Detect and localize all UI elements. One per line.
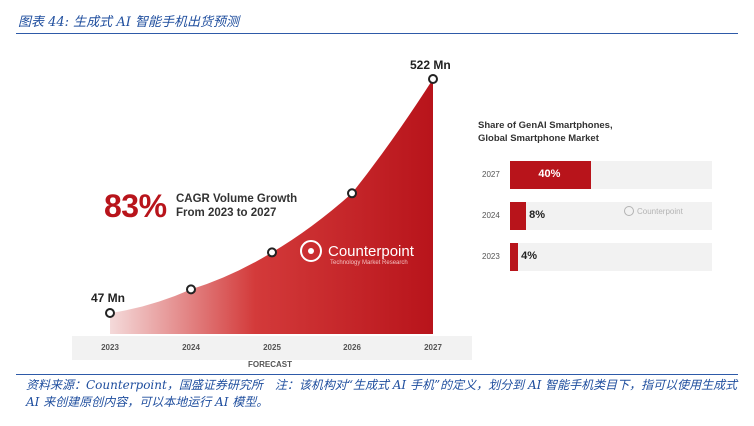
forecast-area — [110, 79, 433, 334]
counterpoint-watermark: Counterpoint — [300, 240, 414, 262]
x-axis-label: FORECAST — [248, 360, 292, 369]
x-axis-band — [72, 336, 472, 360]
counterpoint-small-watermark: Counterpoint — [624, 206, 683, 216]
figure-title: 图表 44: 生成式 AI 智能手机出货预测 — [18, 15, 239, 30]
top-rule — [16, 33, 738, 34]
cagr-line-1: CAGR Volume Growth — [176, 193, 298, 205]
share-value-2024: 8% — [529, 209, 546, 221]
share-row-bg-2024 — [510, 202, 712, 230]
counterpoint-name: Counterpoint — [328, 242, 414, 260]
data-point-2024 — [186, 284, 196, 295]
share-bar-2024 — [510, 202, 527, 230]
data-point-2023 — [105, 308, 115, 318]
source-note: 资料来源：Counterpoint，国盛证券研究所 注：该机构对“生成式 AI … — [26, 378, 738, 409]
x-tick-2024: 2024 — [182, 343, 200, 352]
cagr-value: 83% — [104, 188, 167, 224]
share-title-line-2: Global Smartphone Market — [478, 133, 599, 144]
data-point-2025 — [267, 247, 277, 258]
counterpoint-small-logo-icon — [624, 206, 634, 216]
counterpoint-logo-icon — [300, 240, 322, 262]
x-tick-2026: 2026 — [343, 343, 361, 352]
end-value-label: 522 Mn — [410, 58, 451, 72]
share-bar-2027 — [510, 161, 591, 189]
share-bar-2023 — [510, 243, 519, 271]
bottom-rule — [16, 374, 738, 375]
share-value-2027: 40% — [538, 168, 561, 180]
share-title-line-1: Share of GenAI Smartphones, — [478, 120, 613, 131]
cagr-description: CAGR Volume Growth From 2023 to 2027 — [176, 192, 297, 220]
start-value-label: 47 Mn — [91, 291, 126, 305]
share-row-bg-2023 — [510, 243, 712, 271]
share-year-2024: 2024 — [482, 211, 500, 220]
x-tick-2023: 2023 — [101, 343, 119, 352]
counterpoint-tagline: Technology Market Research — [330, 260, 408, 266]
counterpoint-small-name: Counterpoint — [637, 206, 683, 216]
share-chart-title: Share of GenAI Smartphones, Global Smart… — [478, 119, 613, 145]
data-point-2026 — [347, 188, 357, 199]
share-year-2027: 2027 — [482, 170, 500, 179]
share-value-2023: 4% — [521, 250, 537, 262]
share-year-2023: 2023 — [482, 252, 500, 261]
cagr-line-2: From 2023 to 2027 — [176, 207, 277, 219]
data-point-2027 — [428, 74, 438, 84]
x-tick-2027: 2027 — [424, 343, 442, 352]
x-tick-2025: 2025 — [263, 343, 281, 352]
